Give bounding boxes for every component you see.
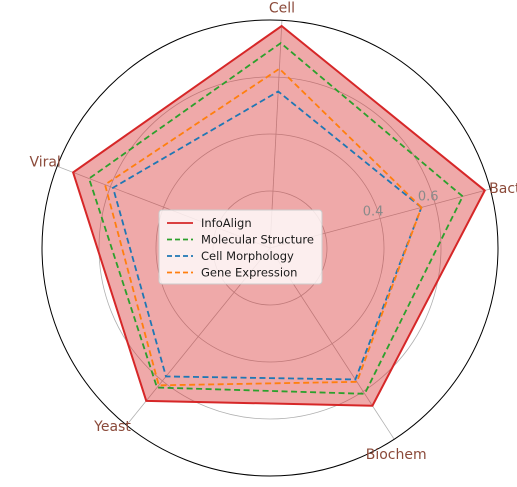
tick-label-2: 0.6 — [418, 190, 439, 205]
series-line-1 — [88, 41, 464, 395]
series-line-0 — [71, 24, 486, 407]
radar-labels: 0.4 0.6 Bacterial Cell Viral Yeast Biochem — [29, 0, 517, 463]
series-line-2 — [111, 90, 423, 381]
series-line-3 — [104, 67, 423, 387]
legend-box — [158, 209, 323, 285]
axis-label-cell: Cell — [269, 0, 295, 16]
grid-circle — [98, 76, 442, 420]
axis-label-yeast: Yeast — [93, 419, 131, 435]
legend-label-2: Cell Morphology — [201, 249, 294, 263]
legend-label-1: Molecular Structure — [201, 233, 314, 247]
legend: InfoAlign Molecular Structure Cell Morphol… — [158, 209, 323, 285]
grid-circle — [155, 133, 385, 363]
axis-label-viral: Viral — [29, 154, 60, 170]
axis-label-biochem: Biochem — [366, 447, 427, 463]
legend-label-3: Gene Expression — [201, 266, 297, 280]
axis-label-bacterial: Bacterial — [489, 181, 517, 197]
legend-label-0: InfoAlign — [201, 216, 252, 230]
tick-label-1: 0.4 — [363, 204, 384, 219]
outer-frame — [41, 19, 499, 477]
